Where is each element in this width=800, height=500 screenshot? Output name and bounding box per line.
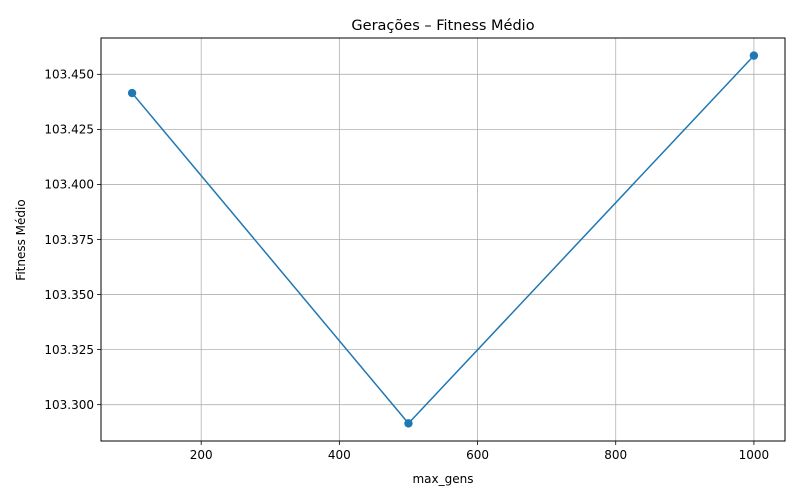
x-tick-label: 600 (466, 448, 489, 462)
x-tick-label: 800 (604, 448, 627, 462)
y-axis-ticks: 103.300 103.325 103.350 103.375 103.400 103.4… (44, 68, 101, 412)
x-axis-ticks: 200 400 600 800 1000 (190, 441, 769, 462)
grid-lines (101, 38, 785, 441)
x-axis-label: max_gens (412, 472, 473, 486)
y-axis-label: Fitness Médio (14, 199, 28, 280)
y-tick-label: 103.350 (44, 288, 94, 302)
data-point (404, 419, 413, 428)
chart-title: Gerações – Fitness Médio (351, 18, 534, 34)
y-tick-label: 103.300 (44, 398, 94, 412)
series-layer (127, 51, 759, 428)
data-point (749, 51, 759, 60)
y-tick-label: 103.450 (44, 68, 94, 82)
x-tick-label: 400 (328, 448, 351, 462)
y-tick-label: 103.400 (44, 178, 94, 192)
y-tick-label: 103.375 (44, 233, 94, 247)
data-point (127, 88, 137, 98)
y-tick-label: 103.325 (44, 343, 94, 357)
y-tick-label: 103.425 (44, 123, 94, 137)
x-tick-label: 1000 (739, 448, 770, 462)
x-tick-label: 200 (190, 448, 213, 462)
